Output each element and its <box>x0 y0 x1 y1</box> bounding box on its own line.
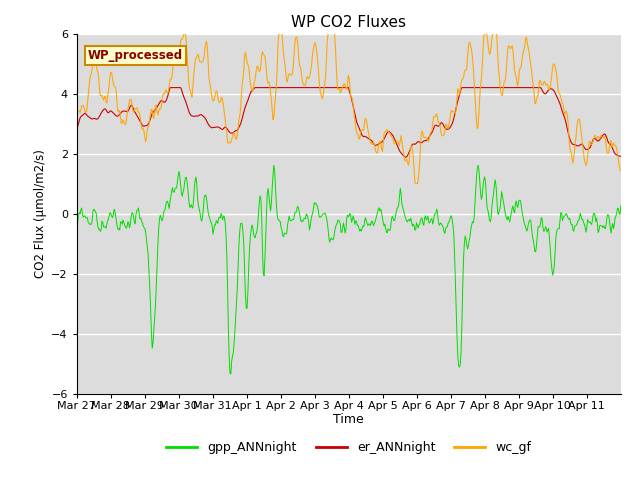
Text: WP_processed: WP_processed <box>88 49 183 62</box>
wc_gf <box>532 96 540 102</box>
wc_gf <box>252 76 259 82</box>
gpp_ANNnight <box>252 235 259 240</box>
er_ANNnight <box>167 84 175 90</box>
gpp_ANNnight <box>532 242 540 248</box>
gpp_ANNnight <box>227 371 235 377</box>
gpp_ANNnight <box>161 206 169 212</box>
wc_gf <box>88 65 96 71</box>
wc_gf <box>73 109 81 115</box>
er_ANNnight <box>252 85 259 91</box>
X-axis label: Time: Time <box>333 413 364 426</box>
Title: WP CO2 Fluxes: WP CO2 Fluxes <box>291 15 406 30</box>
gpp_ANNnight <box>474 162 482 168</box>
wc_gf <box>412 180 420 186</box>
wc_gf <box>219 98 227 104</box>
Legend: gpp_ANNnight, er_ANNnight, wc_gf: gpp_ANNnight, er_ANNnight, wc_gf <box>161 436 536 459</box>
gpp_ANNnight <box>218 214 226 219</box>
er_ANNnight <box>88 116 96 122</box>
wc_gf <box>617 168 625 173</box>
Line: er_ANNnight: er_ANNnight <box>77 87 621 157</box>
er_ANNnight <box>161 99 169 105</box>
gpp_ANNnight <box>88 217 96 223</box>
Line: gpp_ANNnight: gpp_ANNnight <box>77 165 621 374</box>
er_ANNnight <box>402 155 410 160</box>
gpp_ANNnight <box>73 228 81 234</box>
Line: wc_gf: wc_gf <box>77 34 621 183</box>
Y-axis label: CO2 Flux (μmol/m2/s): CO2 Flux (μmol/m2/s) <box>34 149 47 278</box>
er_ANNnight <box>617 154 625 159</box>
gpp_ANNnight <box>617 203 625 209</box>
er_ANNnight <box>219 126 227 132</box>
wc_gf <box>180 31 188 36</box>
er_ANNnight <box>568 140 575 145</box>
gpp_ANNnight <box>568 222 575 228</box>
er_ANNnight <box>73 125 81 131</box>
er_ANNnight <box>532 84 540 90</box>
wc_gf <box>568 150 575 156</box>
wc_gf <box>161 89 169 95</box>
